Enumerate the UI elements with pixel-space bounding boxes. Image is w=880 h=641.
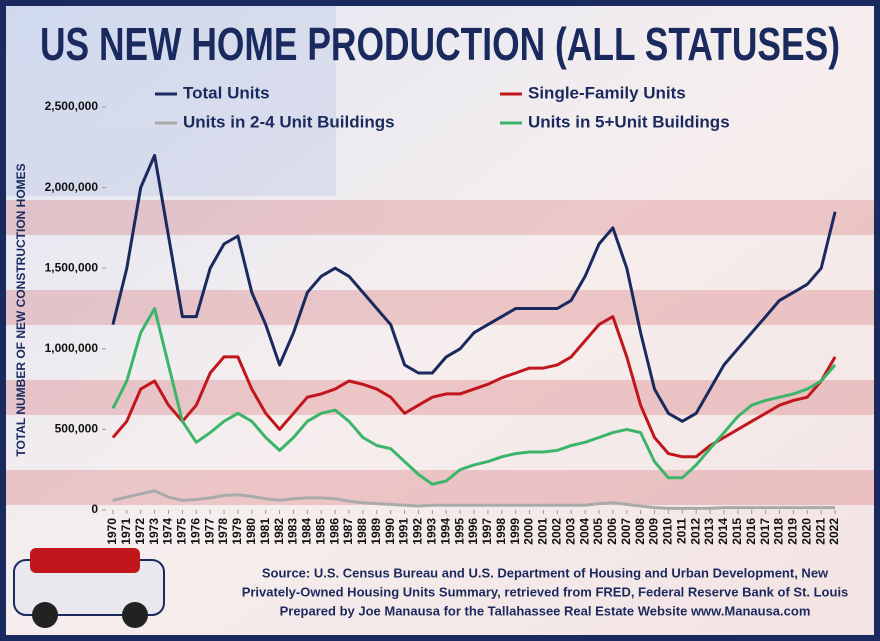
x-tick-label: 2015	[730, 518, 744, 545]
source-line: Privately-Owned Housing Units Summary, r…	[242, 584, 849, 599]
x-tick-label: 1997	[480, 518, 494, 545]
x-tick-label: 1978	[216, 518, 230, 545]
x-tick-label: 1981	[258, 518, 272, 545]
flag-stripes	[6, 6, 874, 505]
y-axis-label: TOTAL NUMBER OF NEW CONSTRUCTION HOMES	[14, 163, 28, 456]
x-tick-label: 1971	[119, 518, 133, 545]
series-line	[112, 489, 836, 510]
x-tick-label: 1995	[452, 518, 466, 545]
x-tick-label: 1975	[175, 518, 189, 545]
x-tick-label: 2018	[772, 518, 786, 545]
x-tick-label: 1987	[341, 518, 355, 545]
x-tick-label: 1988	[355, 518, 369, 545]
x-tick-label: 2002	[549, 518, 563, 545]
x-tick-label: 1979	[230, 518, 244, 545]
x-tick-label: 2003	[563, 518, 577, 545]
background	[6, 6, 874, 635]
x-tick-label: 1999	[508, 518, 522, 545]
x-tick-label: 1996	[466, 518, 480, 545]
legend-label: Units in 2-4 Unit Buildings	[183, 112, 395, 131]
y-tick-label: 2,500,000	[45, 99, 99, 113]
x-tick-label: 1976	[188, 518, 202, 545]
x-tick-label: 2007	[619, 518, 633, 545]
x-tick-label: 2009	[647, 518, 661, 545]
y-tick-label: 1,000,000	[45, 341, 99, 355]
legend-label: Units in 5+Unit Buildings	[528, 112, 730, 131]
source-line: Prepared by Joe Manausa for the Tallahas…	[280, 603, 811, 618]
x-tick-label: 1990	[383, 518, 397, 545]
x-tick-label: 2021	[813, 518, 827, 545]
x-tick-label: 1991	[397, 518, 411, 545]
x-tick-label: 2011	[674, 518, 688, 544]
x-tick-label: 1973	[147, 518, 161, 545]
y-tick-label: 2,000,000	[45, 180, 99, 194]
series-line	[111, 153, 837, 423]
x-tick-label: 1984	[300, 518, 314, 545]
source-line: Source: U.S. Census Bureau and U.S. Depa…	[262, 565, 829, 580]
x-tick-label: 1972	[133, 518, 147, 545]
x-tick-label: 1986	[327, 518, 341, 545]
x-tick-label: 1980	[244, 518, 258, 545]
legend-label: Total Units	[183, 83, 270, 102]
x-tick-label: 2014	[716, 518, 730, 545]
y-tick-label: 500,000	[55, 422, 99, 436]
x-tick-label: 2019	[786, 518, 800, 545]
x-tick-label: 1998	[494, 518, 508, 545]
x-tick-label: 2017	[758, 518, 772, 545]
x-tick-label: 1993	[425, 518, 439, 545]
x-tick-label: 2012	[688, 518, 702, 545]
x-tick-label: 2000	[522, 518, 536, 545]
logo-car	[13, 548, 165, 628]
x-tick-label: 2022	[827, 518, 841, 545]
x-tick-label: 1989	[369, 518, 383, 545]
x-tick-label: 1994	[438, 518, 452, 545]
x-tick-label: 2016	[744, 518, 758, 545]
x-tick-label: 2020	[799, 518, 813, 545]
series-line	[111, 307, 837, 486]
x-tick-label: 2008	[633, 518, 647, 545]
x-tick-label: 1982	[272, 518, 286, 545]
x-tick-label: 1977	[202, 518, 216, 545]
x-tick-label: 1985	[313, 518, 327, 545]
chart-title: US NEW HOME PRODUCTION (ALL STATUSES)	[40, 18, 840, 70]
x-tick-label: 1974	[161, 518, 175, 545]
x-tick-label: 2001	[536, 518, 550, 545]
x-tick-label: 2010	[661, 518, 675, 545]
x-tick-label: 1970	[105, 518, 119, 545]
x-tick-label: 2004	[577, 518, 591, 545]
x-tick-label: 1992	[411, 518, 425, 545]
legend-label: Single-Family Units	[528, 83, 686, 102]
x-tick-label: 1983	[286, 518, 300, 545]
x-tick-label: 2005	[591, 518, 605, 545]
y-tick-label: 0	[91, 502, 98, 516]
x-tick-label: 2006	[605, 518, 619, 545]
y-tick-label: 1,500,000	[45, 260, 99, 274]
x-tick-label: 2013	[702, 518, 716, 545]
